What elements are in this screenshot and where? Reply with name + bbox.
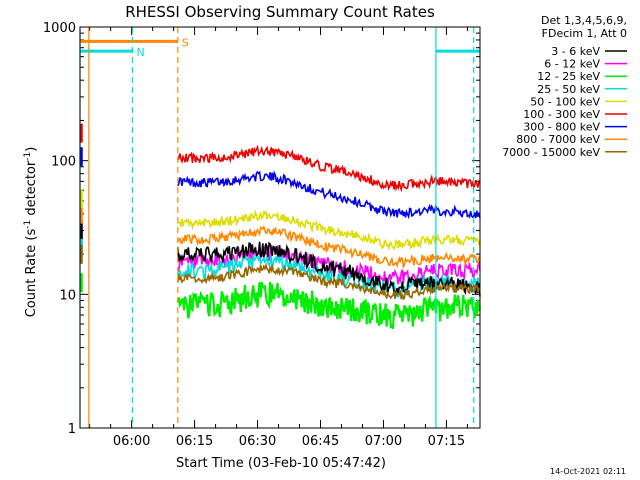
y-label-end: ) xyxy=(24,147,39,152)
axis-labels: 06:00 06:15 06:30 06:45 07:00 07:15 1 10 100 1000 xyxy=(43,21,465,449)
legend-label: 3 - 6 keV xyxy=(551,45,600,58)
flag-bars: SN xyxy=(80,36,480,59)
y-tick-label: 10 xyxy=(59,288,76,303)
y-label-mid: detector xyxy=(24,160,39,220)
x-axis-label: Start Time (03-Feb-10 05:47:42) xyxy=(176,456,386,471)
vertical-markers xyxy=(79,27,475,428)
chart-title: RHESSI Observing Summary Count Rates xyxy=(125,3,435,21)
y-tick-label: 1 xyxy=(68,422,76,437)
flag-label: N xyxy=(136,46,144,59)
legend-label: 25 - 50 keV xyxy=(537,83,600,96)
legend-label: 800 - 7000 keV xyxy=(516,133,600,146)
series-line-7 xyxy=(177,225,481,270)
legend-label: 12 - 25 keV xyxy=(537,70,600,83)
legend-label: 100 - 300 keV xyxy=(523,108,600,121)
legend-label: 6 - 12 keV xyxy=(544,58,600,71)
footer-timestamp: 14-Oct-2021 02:11 xyxy=(550,467,626,476)
series-line-4 xyxy=(177,209,481,252)
y-axis-label: Count Rate (s-1 detector-1) xyxy=(23,147,39,318)
x-tick-label: 07:15 xyxy=(428,434,465,449)
series-line-5 xyxy=(177,144,481,193)
x-tick-label: 06:45 xyxy=(302,434,339,449)
flag-label: S xyxy=(182,36,189,49)
plot-frame xyxy=(79,26,481,429)
series-line-3 xyxy=(177,251,481,299)
series-line-6 xyxy=(177,170,481,220)
series-line-2 xyxy=(176,281,482,330)
x-tick-label: 06:15 xyxy=(176,434,213,449)
y-label-sup2: -1 xyxy=(23,152,33,161)
axis-ticks xyxy=(80,26,480,429)
x-tick-label: 06:00 xyxy=(113,434,150,449)
series-line-8 xyxy=(177,262,481,301)
x-tick-label: 06:30 xyxy=(239,434,276,449)
data-series xyxy=(79,123,482,330)
y-tick-label: 100 xyxy=(51,155,76,170)
y-tick-label: 1000 xyxy=(43,21,76,36)
y-label-main: Count Rate (s xyxy=(24,229,39,318)
legend-label: 7000 - 15000 keV xyxy=(502,146,600,159)
legend: Det 1,3,4,5,6,9, FDecim 1, Att 0 3 - 6 k… xyxy=(502,14,627,159)
legend-label: 50 - 100 keV xyxy=(530,95,600,108)
legend-header-1: Det 1,3,4,5,6,9, xyxy=(541,14,627,27)
legend-header-2: FDecim 1, Att 0 xyxy=(542,27,627,40)
y-label-sup1: -1 xyxy=(23,220,33,229)
x-tick-label: 07:00 xyxy=(365,434,402,449)
legend-label: 300 - 800 keV xyxy=(523,121,600,134)
series-line-1 xyxy=(177,243,481,287)
